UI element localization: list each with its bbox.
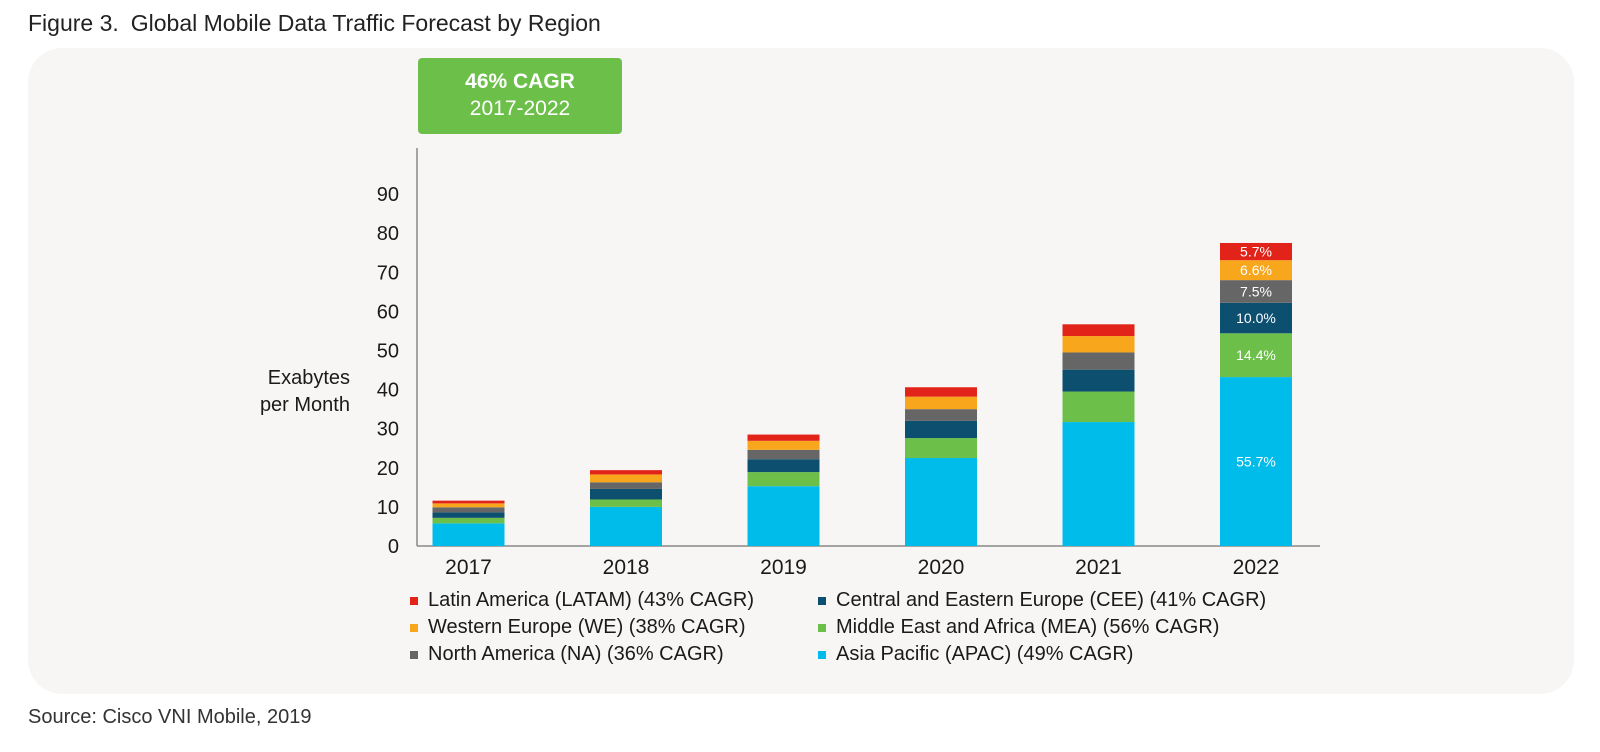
bar-segment	[1220, 377, 1292, 546]
y-tick-label: 80	[377, 223, 399, 245]
bar-segment	[1062, 324, 1135, 337]
y-tick-label: 50	[377, 341, 399, 363]
legend-label: Middle East and Africa (MEA) (56% CAGR)	[836, 616, 1219, 638]
y-tick-label: 40	[377, 380, 399, 402]
bar-share-label: 10.0%	[1236, 310, 1276, 326]
bar-segment	[590, 482, 662, 489]
bar-segment	[1220, 302, 1292, 334]
bar-segment	[747, 440, 820, 450]
legend-label: Latin America (LATAM) (43% CAGR)	[428, 589, 754, 611]
bar-share-label: 55.7%	[1236, 454, 1276, 470]
x-tick-label: 2020	[918, 556, 965, 579]
bar-share-label: 6.6%	[1240, 262, 1272, 278]
bar-segment	[432, 523, 505, 546]
figure-title-text: Global Mobile Data Traffic Forecast by R…	[130, 10, 601, 36]
bar-share-label: 14.4%	[1236, 347, 1276, 363]
bar-segment	[747, 459, 820, 473]
legend-swatch	[818, 624, 826, 632]
bar-segment	[905, 396, 977, 410]
x-tick-label: 2019	[760, 556, 807, 579]
legend-label: Central and Eastern Europe (CEE) (41% CA…	[836, 589, 1266, 611]
figure-number: Figure 3.	[28, 10, 119, 36]
bar-segment	[905, 420, 977, 439]
figure-title: Figure 3. Global Mobile Data Traffic Fore…	[28, 10, 601, 37]
y-tick-label: 70	[377, 262, 399, 284]
bar-segment	[432, 517, 505, 524]
bar-segment	[1062, 336, 1135, 353]
y-tick-label: 0	[388, 536, 399, 558]
x-tick-label: 2021	[1075, 556, 1122, 579]
cagr-callout-line1: 46% CAGR	[465, 70, 575, 93]
bar-segment	[1062, 369, 1135, 392]
bar-segment	[1220, 260, 1292, 281]
bar-segment	[590, 474, 662, 483]
bar-segment	[1220, 242, 1292, 261]
bar-share-label: 7.5%	[1240, 283, 1272, 299]
x-tick-label: 2018	[603, 556, 650, 579]
bar-segment	[1062, 422, 1135, 546]
legend-swatch	[818, 597, 826, 605]
bar-segment	[432, 503, 505, 508]
bar-segment	[1062, 391, 1135, 423]
y-tick-label: 90	[377, 184, 399, 206]
bar-segment	[905, 409, 977, 421]
bar-segment	[590, 470, 662, 475]
bar-segment	[905, 387, 977, 397]
cagr-callout-line2: 2017-2022	[470, 97, 570, 120]
bar-segment	[432, 507, 505, 513]
y-tick-label: 20	[377, 458, 399, 480]
y-tick-label: 30	[377, 419, 399, 441]
bar-segment	[905, 438, 977, 459]
y-tick-label: 60	[377, 301, 399, 323]
bar-segment	[1220, 280, 1292, 303]
bar-segment	[590, 506, 662, 546]
bar-segment	[590, 499, 662, 507]
bar-segment	[747, 472, 820, 487]
legend-label: Western Europe (WE) (38% CAGR)	[428, 616, 746, 638]
x-tick-label: 2022	[1233, 556, 1280, 579]
legend-label: North America (NA) (36% CAGR)	[428, 643, 724, 665]
legend-swatch	[410, 597, 418, 605]
bar-segment	[747, 486, 820, 546]
source-note: Source: Cisco VNI Mobile, 2019	[28, 706, 312, 728]
bar-share-label: 5.7%	[1240, 244, 1272, 260]
legend-swatch	[818, 651, 826, 659]
bar-segment	[1062, 352, 1135, 370]
chart-panel	[28, 48, 1574, 694]
legend-swatch	[410, 624, 418, 632]
cagr-callout-box	[418, 58, 622, 134]
bar-segment	[590, 488, 662, 500]
y-tick-label: 10	[377, 497, 399, 519]
bar-segment	[432, 512, 505, 518]
bar-segment	[1220, 333, 1292, 378]
y-axis-label: per Month	[260, 394, 350, 416]
bar-segment	[432, 500, 505, 504]
x-tick-label: 2017	[445, 556, 492, 579]
legend-label: Asia Pacific (APAC) (49% CAGR)	[836, 643, 1133, 665]
y-axis-label: Exabytes	[268, 367, 350, 389]
bar-segment	[905, 458, 977, 546]
bar-segment	[747, 449, 820, 460]
bar-segment	[747, 434, 820, 441]
legend-swatch	[410, 651, 418, 659]
